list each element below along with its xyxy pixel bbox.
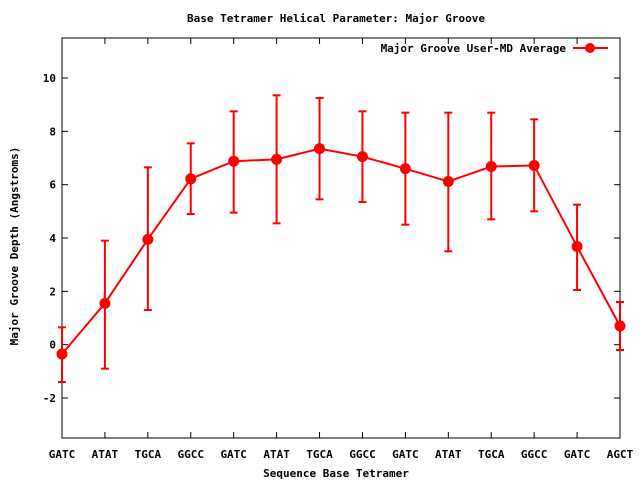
y-tick-label: 6	[49, 179, 56, 192]
x-tick-label: ATAT	[92, 448, 119, 461]
chart-title: Base Tetramer Helical Parameter: Major G…	[187, 12, 485, 25]
y-tick-label: 2	[49, 285, 56, 298]
x-tick-label: ATAT	[435, 448, 462, 461]
data-point	[56, 348, 68, 360]
y-tick-label: 0	[49, 339, 56, 352]
data-point	[185, 173, 197, 185]
x-tick-label: GATC	[392, 448, 419, 461]
axis-ticks: -2 0 2 4 6 8 10 GATC ATAT TGCA GGCC GATC ATAT TGCA GGC…	[43, 38, 634, 461]
x-tick-label: ATAT	[263, 448, 290, 461]
data-point	[399, 163, 411, 175]
data-point	[356, 151, 368, 163]
legend: Major Groove User-MD Average	[381, 42, 608, 55]
x-tick-label: GGCC	[349, 448, 376, 461]
y-tick-label: 4	[49, 232, 56, 245]
y-tick-label: -2	[43, 392, 56, 405]
y-axis-label: Major Groove Depth (Angstroms)	[8, 147, 21, 346]
data-point	[528, 159, 540, 171]
x-tick-label: TGCA	[478, 448, 505, 461]
data-point	[99, 297, 111, 309]
x-tick-label: GATC	[220, 448, 247, 461]
data-point	[485, 161, 497, 173]
data-point	[442, 175, 454, 187]
legend-label: Major Groove User-MD Average	[381, 42, 567, 55]
series-layer	[56, 143, 626, 360]
data-point	[142, 233, 154, 245]
x-tick-label: AGCT	[607, 448, 634, 461]
data-point	[571, 241, 583, 253]
series-line	[61, 147, 621, 355]
x-tick-label: GGCC	[178, 448, 205, 461]
x-tick-label: GATC	[49, 448, 76, 461]
data-point	[228, 155, 240, 167]
data-point	[271, 153, 283, 165]
data-point	[314, 143, 326, 155]
y-tick-label: 10	[43, 72, 56, 85]
x-tick-label: GGCC	[521, 448, 548, 461]
legend-marker	[585, 43, 595, 53]
x-tick-label: GATC	[564, 448, 591, 461]
x-axis-label: Sequence Base Tetramer	[263, 467, 409, 480]
x-tick-label: TGCA	[306, 448, 333, 461]
data-point	[614, 320, 626, 332]
x-tick-label: TGCA	[135, 448, 162, 461]
y-tick-label: 8	[49, 125, 56, 138]
